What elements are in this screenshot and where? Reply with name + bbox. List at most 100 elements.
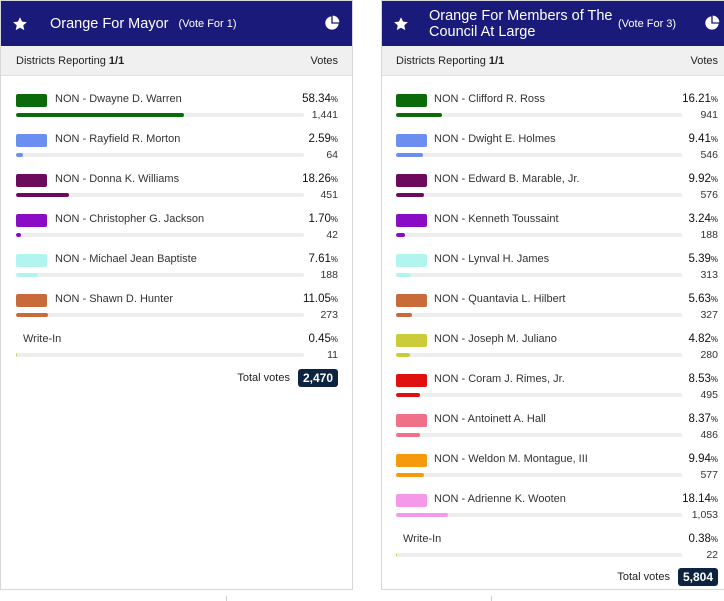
party-color-swatch: [396, 174, 427, 187]
candidate-percent: 4.82%: [688, 333, 718, 345]
candidate-votes: 22: [706, 549, 718, 561]
percent-unit: %: [710, 95, 718, 104]
candidate-percent: 18.14%: [682, 493, 718, 505]
candidate-row: NON - Rayfield R. Morton 2.59% 64: [1, 132, 352, 172]
candidate-name: NON - Adrienne K. Wooten: [434, 493, 566, 505]
percent-value: 18.14: [682, 493, 711, 505]
percent-unit: %: [710, 495, 718, 504]
vote-for-label: (Vote For 3): [618, 17, 677, 30]
party-color-swatch: [16, 134, 47, 147]
candidate-votes: 546: [700, 149, 718, 161]
percent-unit: %: [330, 255, 338, 264]
candidate-row: NON - Clifford R. Ross 16.21% 941: [382, 92, 724, 132]
vote-share-track: [16, 233, 304, 237]
candidate-votes: 1,053: [691, 509, 718, 521]
party-color-swatch: [396, 94, 427, 107]
percent-value: 2.59: [308, 133, 331, 145]
candidate-percent: 9.92%: [688, 173, 718, 185]
percent-unit: %: [710, 375, 718, 384]
party-color-swatch: [396, 134, 427, 147]
party-color-swatch: [396, 414, 427, 427]
percent-unit: %: [330, 135, 338, 144]
percent-unit: %: [330, 215, 338, 224]
candidate-votes: 42: [326, 229, 338, 241]
votes-header: Votes: [690, 54, 718, 67]
party-color-swatch: [396, 294, 427, 307]
candidate-row: NON - Dwayne D. Warren 58.34% 1,441: [1, 92, 352, 132]
vote-share-fill: [396, 273, 412, 277]
candidate-percent: 8.37%: [688, 413, 718, 425]
party-color-swatch: [16, 254, 47, 267]
percent-value: 9.92: [688, 173, 711, 185]
vote-share-track: [16, 113, 304, 117]
candidate-percent: 0.38%: [688, 533, 718, 545]
candidate-name: NON - Dwight E. Holmes: [434, 133, 556, 145]
percent-unit: %: [710, 295, 718, 304]
vote-share-track: [396, 193, 682, 197]
vote-share-track: [396, 393, 682, 397]
vote-share-fill: [16, 353, 18, 357]
percent-unit: %: [330, 295, 338, 304]
star-icon[interactable]: [12, 16, 28, 32]
candidate-percent: 7.61%: [308, 253, 338, 265]
percent-value: 5.63: [688, 293, 711, 305]
percent-value: 0.38: [688, 533, 711, 545]
candidate-name: NON - Antoinett A. Hall: [434, 413, 546, 425]
percent-unit: %: [330, 95, 338, 104]
candidate-votes: 313: [700, 269, 718, 281]
vote-share-track: [16, 153, 304, 157]
race-header: Orange For Members of The Council At Lar…: [382, 1, 724, 46]
candidate-votes: 577: [700, 469, 718, 481]
candidate-percent: 16.21%: [682, 93, 718, 105]
percent-unit: %: [710, 135, 718, 144]
percent-value: 18.26: [302, 173, 331, 185]
candidate-percent: 18.26%: [302, 173, 338, 185]
candidate-name: NON - Joseph M. Juliano: [434, 333, 557, 345]
candidate-name: Write-In: [403, 533, 442, 545]
candidate-row: NON - Donna K. Williams 18.26% 451: [1, 172, 352, 212]
candidate-votes: 576: [700, 189, 718, 201]
vote-share-track: [16, 313, 304, 317]
districts-bar: Districts Reporting 1/1 Votes: [382, 46, 724, 76]
vote-share-track: [16, 193, 304, 197]
party-color-swatch: [16, 294, 47, 307]
candidate-name: NON - Dwayne D. Warren: [55, 93, 182, 105]
vote-share-track: [396, 433, 682, 437]
candidate-votes: 327: [700, 309, 718, 321]
vote-share-track: [16, 273, 304, 277]
divider-mark: [491, 596, 492, 601]
candidate-votes: 941: [700, 109, 718, 121]
pie-chart-icon[interactable]: [704, 15, 720, 31]
vote-share-fill: [16, 153, 24, 157]
vote-share-track: [16, 353, 304, 357]
candidate-row: NON - Dwight E. Holmes 9.41% 546: [382, 132, 724, 172]
districts-value: 1/1: [108, 54, 125, 67]
percent-value: 9.94: [688, 453, 711, 465]
candidate-votes: 451: [320, 189, 338, 201]
vote-share-fill: [16, 113, 185, 117]
vote-share-fill: [396, 113, 443, 117]
star-icon[interactable]: [393, 16, 409, 32]
districts-bar: Districts Reporting 1/1 Votes: [1, 46, 352, 76]
candidate-votes: 188: [700, 229, 718, 241]
candidate-row: NON - Edward B. Marable, Jr. 9.92% 576: [382, 172, 724, 212]
vote-share-fill: [396, 513, 448, 517]
percent-value: 1.70: [308, 213, 331, 225]
vote-share-track: [396, 553, 682, 557]
candidate-row: Write-In 0.38% 22: [382, 532, 724, 572]
vote-share-fill: [16, 193, 69, 197]
vote-share-fill: [16, 233, 21, 237]
percent-unit: %: [330, 175, 338, 184]
vote-share-track: [396, 513, 682, 517]
candidate-percent: 5.63%: [688, 293, 718, 305]
race-title: Orange For Mayor: [50, 15, 169, 32]
vote-share-track: [396, 233, 682, 237]
vote-share-fill: [396, 353, 410, 357]
candidate-row: NON - Kenneth Toussaint 3.24% 188: [382, 212, 724, 252]
pie-chart-icon[interactable]: [324, 15, 340, 31]
race-title: Orange For Members of The Council At Lar…: [429, 7, 613, 40]
percent-value: 9.41: [688, 133, 711, 145]
candidate-name: NON - Clifford R. Ross: [434, 93, 546, 105]
candidate-percent: 9.94%: [688, 453, 718, 465]
districts-label: Districts Reporting: [16, 54, 106, 67]
